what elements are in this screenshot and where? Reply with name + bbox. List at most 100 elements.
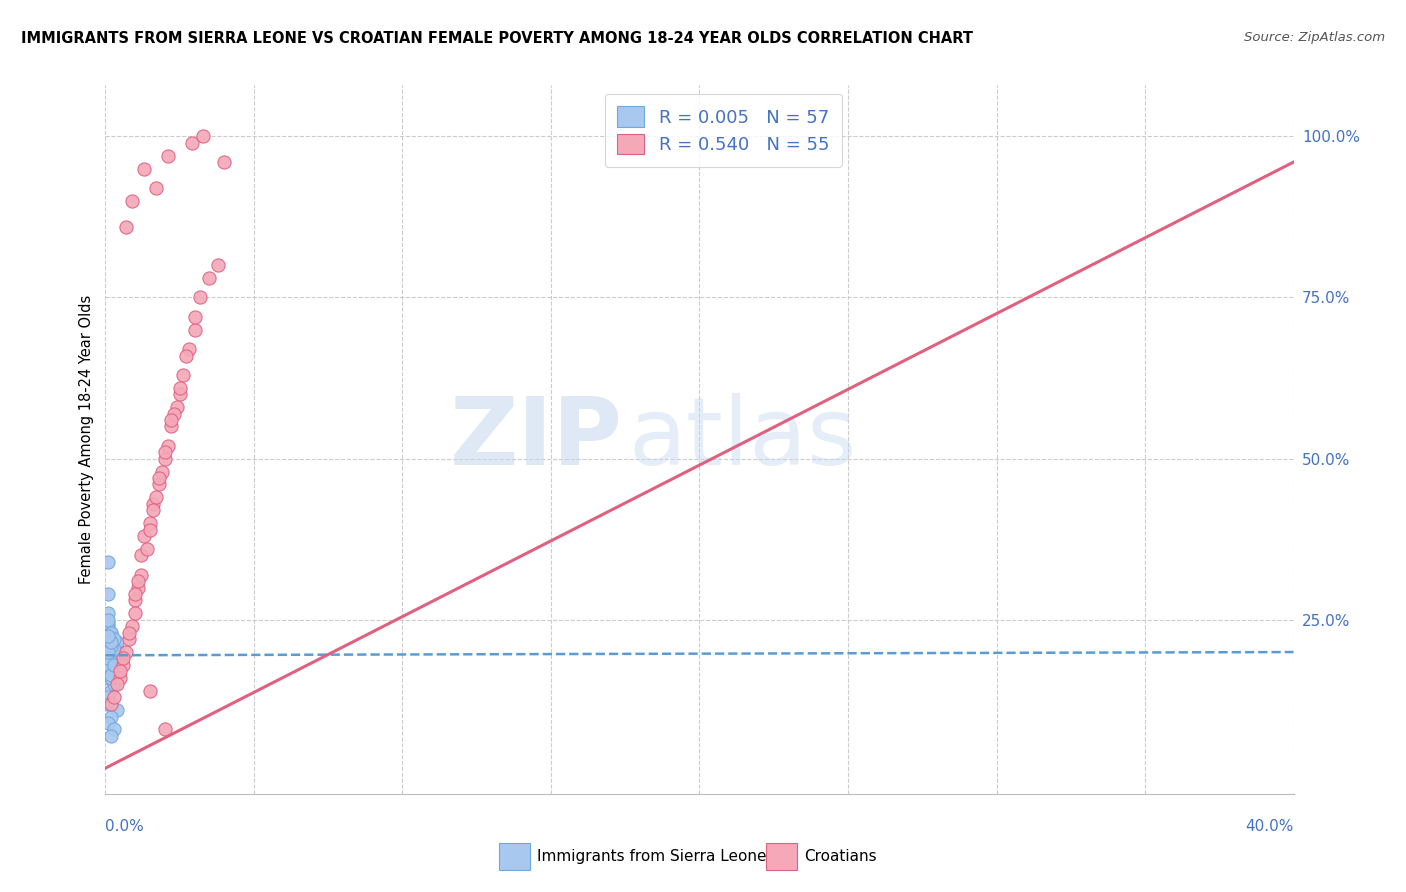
Point	[100, 651, 122, 665]
Point	[103, 657, 125, 672]
Point	[124, 587, 146, 601]
Point	[118, 625, 141, 640]
Point	[97, 615, 120, 630]
Point	[97, 607, 120, 621]
Text: Source: ZipAtlas.com: Source: ZipAtlas.com	[1244, 31, 1385, 45]
Point	[103, 665, 125, 679]
Point	[105, 703, 128, 717]
Point	[100, 697, 122, 711]
Point	[100, 625, 122, 640]
Point	[105, 677, 128, 691]
Point	[100, 651, 122, 665]
Point	[115, 219, 138, 234]
Point	[214, 155, 236, 169]
Point	[97, 613, 120, 627]
Point	[145, 491, 167, 505]
Point	[97, 690, 120, 705]
Point	[105, 665, 128, 679]
Point	[124, 593, 146, 607]
Point	[159, 419, 181, 434]
Point	[103, 648, 125, 663]
Point	[177, 342, 200, 356]
Point	[183, 323, 205, 337]
Point	[121, 619, 143, 633]
Point	[103, 667, 125, 681]
Y-axis label: Female Poverty Among 18-24 Year Olds: Female Poverty Among 18-24 Year Olds	[79, 294, 94, 584]
Point	[129, 549, 152, 563]
Point	[103, 639, 125, 653]
Point	[169, 381, 191, 395]
Point	[132, 529, 155, 543]
Text: Croatians: Croatians	[804, 849, 877, 863]
Point	[103, 655, 125, 669]
Point	[103, 641, 125, 656]
Point	[124, 607, 146, 621]
Point	[100, 729, 122, 743]
Point	[153, 445, 176, 459]
Point	[121, 194, 143, 208]
Point	[100, 635, 122, 649]
Point	[97, 648, 120, 663]
Point	[100, 635, 122, 649]
Point	[103, 723, 125, 737]
Point	[100, 661, 122, 675]
Point	[97, 629, 120, 643]
Point	[100, 625, 122, 640]
Point	[132, 161, 155, 176]
Point	[97, 555, 120, 569]
Point	[153, 723, 176, 737]
Point	[97, 661, 120, 675]
Point	[105, 645, 128, 659]
Point	[100, 709, 122, 723]
Point	[150, 465, 173, 479]
Point	[174, 349, 197, 363]
Point	[97, 587, 120, 601]
Point	[105, 641, 128, 656]
Point	[142, 503, 165, 517]
Point	[103, 632, 125, 647]
Point	[97, 651, 120, 665]
Point	[97, 657, 120, 672]
Point	[142, 497, 165, 511]
Point	[100, 629, 122, 643]
Point	[100, 683, 122, 698]
Point	[180, 136, 202, 150]
Point	[139, 523, 162, 537]
Text: IMMIGRANTS FROM SIERRA LEONE VS CROATIAN FEMALE POVERTY AMONG 18-24 YEAR OLDS CO: IMMIGRANTS FROM SIERRA LEONE VS CROATIAN…	[21, 31, 973, 46]
Point	[97, 671, 120, 685]
Point	[97, 635, 120, 649]
Point	[97, 623, 120, 637]
Text: 40.0%: 40.0%	[1246, 820, 1294, 834]
Text: Immigrants from Sierra Leone: Immigrants from Sierra Leone	[537, 849, 766, 863]
Point	[100, 667, 122, 681]
Point	[103, 655, 125, 669]
Point	[166, 400, 188, 414]
Legend: R = 0.005   N = 57, R = 0.540   N = 55: R = 0.005 N = 57, R = 0.540 N = 55	[605, 94, 842, 167]
Point	[100, 639, 122, 653]
Point	[183, 310, 205, 324]
Text: 0.0%: 0.0%	[105, 820, 145, 834]
Point	[103, 677, 125, 691]
Point	[148, 477, 170, 491]
Point	[103, 657, 125, 672]
Point	[97, 619, 120, 633]
Point	[136, 541, 159, 556]
Point	[100, 639, 122, 653]
Point	[100, 657, 122, 672]
Point	[159, 413, 181, 427]
Point	[153, 451, 176, 466]
Point	[127, 581, 149, 595]
Point	[112, 651, 135, 665]
Point	[97, 645, 120, 659]
Point	[103, 665, 125, 679]
Point	[110, 665, 132, 679]
Point	[193, 129, 215, 144]
Point	[139, 683, 162, 698]
Point	[156, 439, 179, 453]
Text: atlas: atlas	[628, 393, 856, 485]
Point	[190, 291, 212, 305]
Point	[156, 149, 179, 163]
Point	[115, 645, 138, 659]
Point	[110, 671, 132, 685]
Point	[97, 697, 120, 711]
